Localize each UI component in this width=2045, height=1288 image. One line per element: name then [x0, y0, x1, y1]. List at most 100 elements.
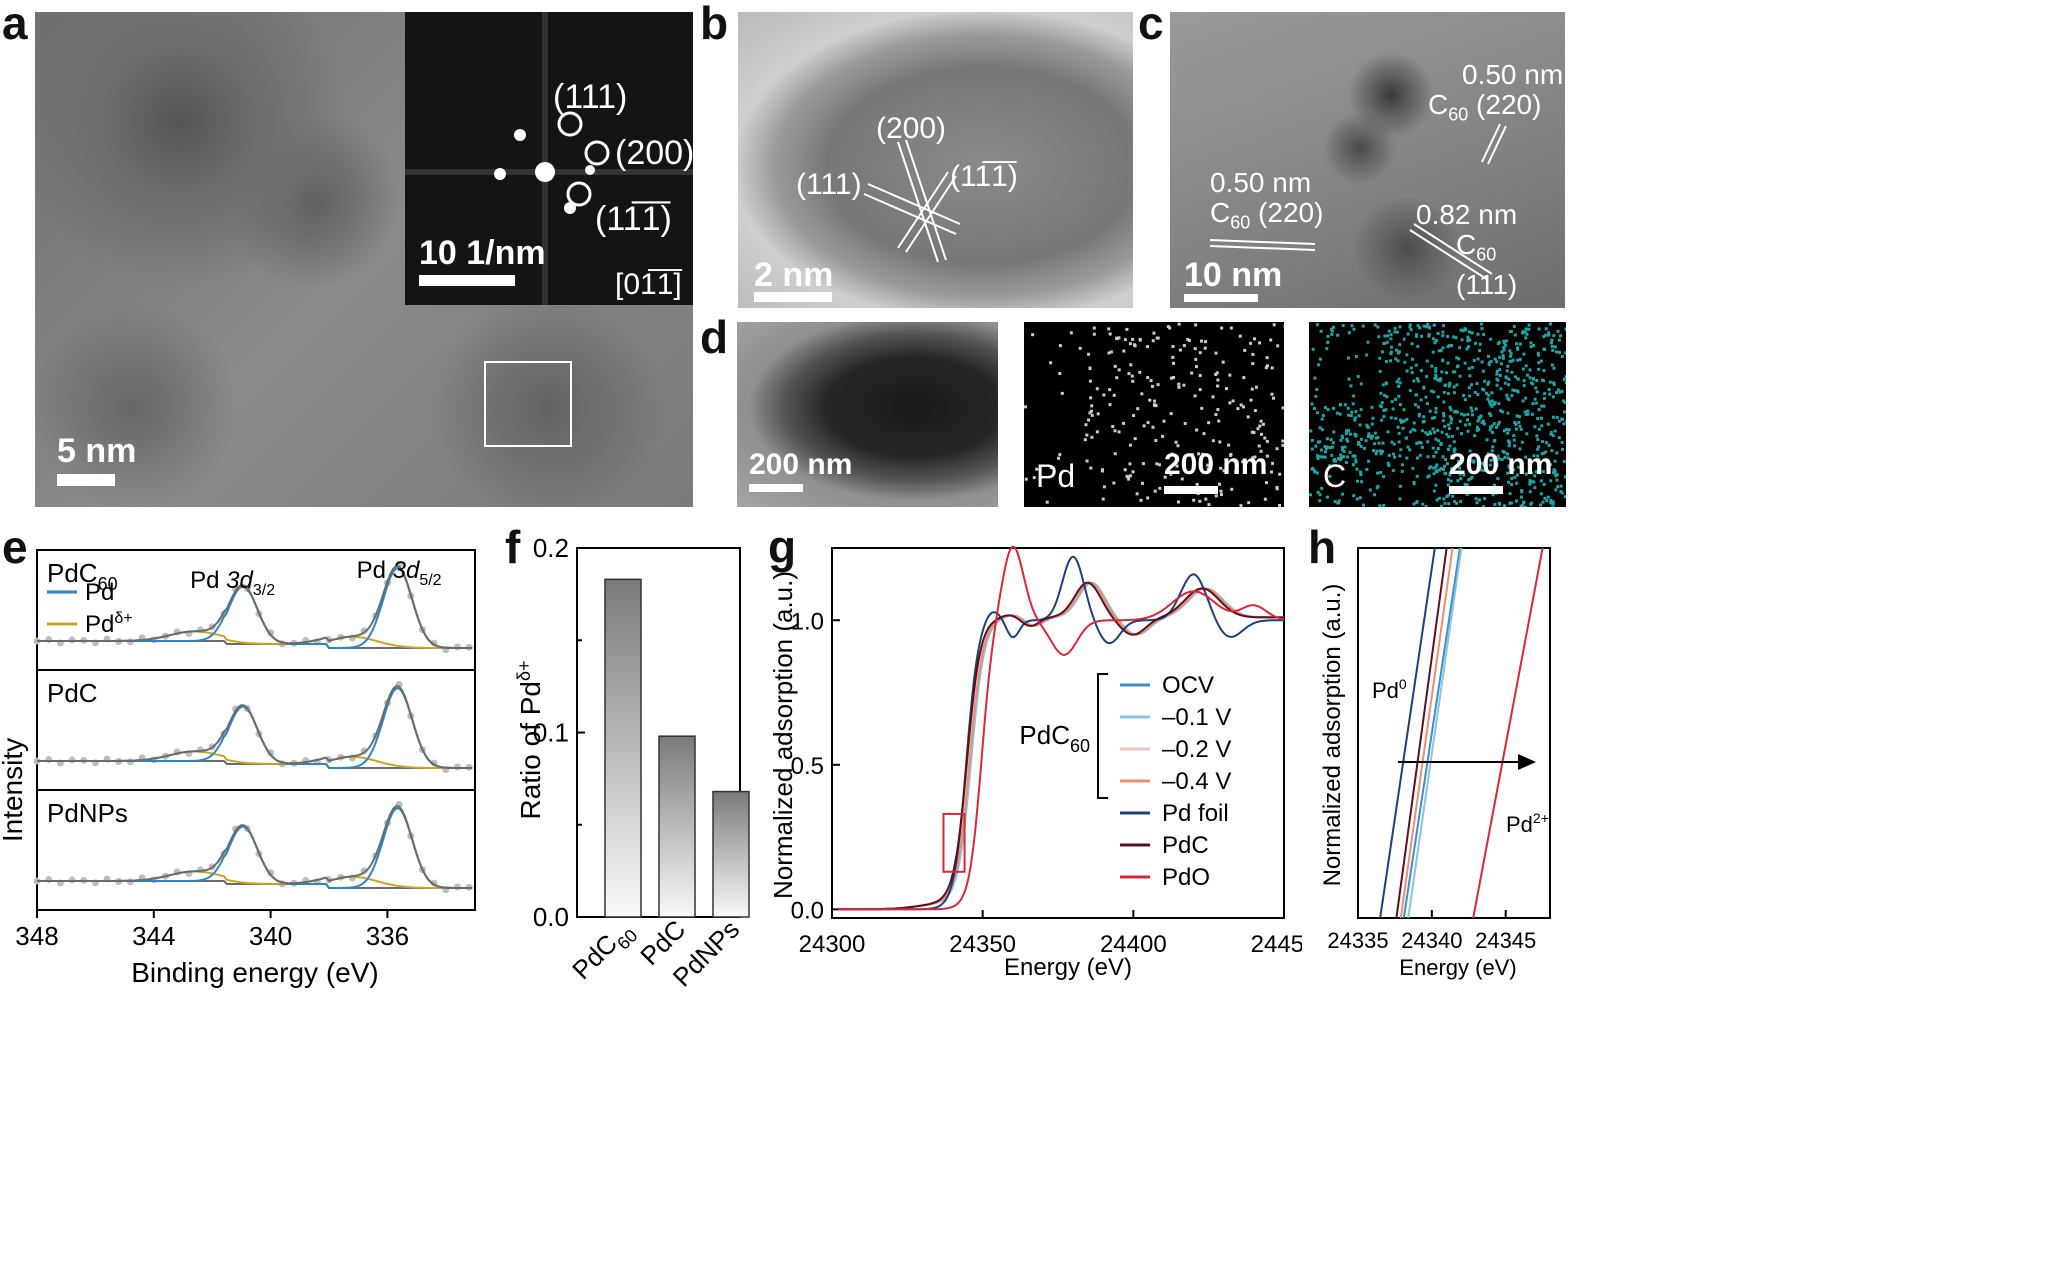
c-signal-dot: [1466, 413, 1470, 417]
c-signal-dot: [1522, 379, 1526, 383]
c-signal-dot: [1426, 432, 1430, 436]
c-signal-dot: [1562, 377, 1566, 381]
pd-signal-dot: [1256, 427, 1260, 431]
c-signal-dot: [1405, 417, 1409, 421]
pd-signal-dot: [1171, 355, 1175, 359]
c-signal-dot: [1511, 388, 1515, 392]
pd-signal-dot: [1251, 456, 1255, 460]
c-signal-dot: [1497, 420, 1501, 424]
c-signal-dot: [1310, 402, 1314, 406]
c-signal-dot: [1418, 326, 1422, 330]
fft-spot-200: (200): [615, 134, 693, 172]
subplot-frame: [36, 789, 476, 911]
c-signal-dot: [1563, 410, 1566, 414]
y-axis-title: Ratio of Pdδ+: [514, 660, 546, 819]
c-signal-dot: [1443, 424, 1447, 428]
c-signal-dot: [1494, 425, 1498, 429]
c-signal-dot: [1492, 401, 1496, 405]
c-signal-dot: [1549, 322, 1553, 326]
scale-bar-d1: [749, 484, 803, 492]
pd-signal-dot: [1150, 384, 1154, 388]
c-signal-dot: [1532, 454, 1536, 458]
c-signal-dot: [1441, 346, 1445, 350]
plane-subscript: 60: [1476, 244, 1497, 265]
xanes-chart: Normalized adsorption (a.u.) Energy (eV)…: [768, 545, 1302, 981]
pd-signal-dot: [1049, 466, 1053, 470]
c-signal-dot: [1551, 502, 1555, 506]
c-signal-dot: [1323, 405, 1327, 409]
c-signal-dot: [1415, 474, 1419, 478]
c-signal-dot: [1401, 426, 1405, 430]
pd-signal-dot: [1084, 423, 1088, 427]
c-signal-dot: [1359, 444, 1363, 448]
c-signal-dot: [1528, 480, 1532, 484]
envelope-fit: [37, 685, 473, 769]
c-signal-dot: [1343, 445, 1347, 449]
pd-signal-dot: [1234, 470, 1238, 474]
c-signal-dot: [1387, 329, 1391, 333]
c-signal-dot: [1535, 379, 1539, 383]
pd-signal-dot: [1178, 348, 1182, 352]
c-signal-dot: [1415, 333, 1419, 337]
c-signal-dot: [1378, 449, 1382, 453]
c-signal-dot: [1515, 499, 1519, 503]
pd-signal-dot: [1198, 351, 1202, 355]
c-signal-dot: [1412, 502, 1416, 506]
c-signal-dot: [1434, 465, 1438, 469]
c-signal-dot: [1318, 493, 1322, 497]
group-bracket: [1097, 673, 1108, 799]
c-signal-dot: [1393, 326, 1397, 330]
c-signal-dot: [1526, 412, 1530, 416]
peak-label-orbital: 3d: [393, 557, 420, 584]
c-signal-dot: [1501, 450, 1505, 454]
pd-signal-dot: [1174, 440, 1178, 444]
c-signal-dot: [1466, 429, 1470, 433]
c-signal-dot: [1564, 351, 1566, 355]
c-signal-dot: [1338, 412, 1342, 416]
pd-signal-dot: [1224, 387, 1228, 391]
c-signal-dot: [1554, 350, 1558, 354]
legend-label-6: PdO: [1162, 864, 1210, 891]
c-signal-dot: [1533, 486, 1537, 490]
c-signal-dot: [1466, 335, 1470, 339]
legend-label-5: PdC: [1162, 832, 1209, 859]
pd-signal-dot: [1136, 407, 1140, 411]
c-signal-dot: [1376, 325, 1380, 329]
pd-signal-dot: [1221, 360, 1225, 364]
c-signal-dot: [1560, 355, 1564, 359]
c-signal-dot: [1430, 364, 1434, 368]
pd-signal-dot: [1204, 497, 1208, 501]
c-signal-dot: [1320, 417, 1324, 421]
c-signal-dot: [1443, 471, 1447, 475]
fft-scale-label: 10 1/nm: [419, 234, 546, 272]
c-signal-dot: [1310, 467, 1314, 471]
x-tick-label: PdC60: [566, 914, 641, 989]
c-signal-dot: [1409, 366, 1413, 370]
pd-signal-dot: [1281, 406, 1284, 410]
pd-signal-dot: [1177, 382, 1181, 386]
scale-label-d3: 200 nm: [1449, 448, 1553, 481]
c-signal-dot: [1525, 332, 1529, 336]
pd-signal-dot: [1227, 443, 1231, 447]
c-signal-dot: [1425, 402, 1429, 406]
c-signal-dot: [1431, 416, 1435, 420]
c-signal-dot: [1478, 349, 1482, 353]
peak-label-orbital: 3d: [226, 567, 253, 594]
c-signal-dot: [1426, 475, 1430, 479]
c-signal-dot: [1464, 423, 1468, 427]
c-signal-dot: [1328, 482, 1332, 486]
c-signal-dot: [1375, 449, 1379, 453]
c-signal-dot: [1540, 452, 1544, 456]
pd-signal-dot: [1128, 443, 1132, 447]
c-signal-dot: [1478, 465, 1482, 469]
c-signal-dot: [1353, 416, 1357, 420]
c-signal-dot: [1393, 455, 1397, 459]
c-signal-dot: [1559, 484, 1563, 488]
c-signal-dot: [1439, 504, 1443, 507]
pd-signal-dot: [1128, 462, 1132, 466]
pd-signal-dot: [1193, 347, 1197, 351]
c-signal-dot: [1356, 375, 1360, 379]
c-signal-dot: [1551, 348, 1555, 352]
pd-signal-dot: [1220, 326, 1224, 330]
